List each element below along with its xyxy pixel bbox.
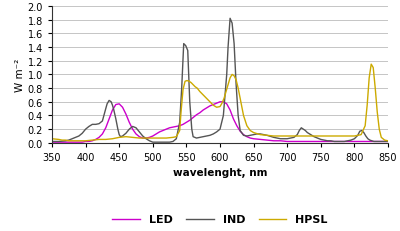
LED <box>164 128 169 131</box>
IND <box>386 140 390 143</box>
IND <box>228 18 232 21</box>
Y-axis label: W m⁻²: W m⁻² <box>15 58 25 92</box>
LED <box>127 121 132 124</box>
IND <box>50 140 54 143</box>
HPSL <box>211 104 216 107</box>
IND <box>303 130 308 132</box>
HPSL <box>367 77 372 80</box>
IND <box>174 138 179 140</box>
LED <box>251 138 256 140</box>
HPSL <box>369 64 374 66</box>
Line: LED: LED <box>52 102 388 143</box>
IND <box>236 115 240 117</box>
Line: HPSL: HPSL <box>52 65 388 141</box>
IND <box>379 140 384 143</box>
Legend: LED, IND, HPSL: LED, IND, HPSL <box>108 210 332 229</box>
Line: IND: IND <box>52 19 388 143</box>
HPSL <box>50 138 54 140</box>
LED <box>50 141 54 144</box>
LED <box>218 101 222 104</box>
HPSL <box>271 135 276 138</box>
LED <box>160 130 165 132</box>
LED <box>208 105 212 108</box>
HPSL <box>386 140 390 143</box>
HPSL <box>251 132 256 134</box>
IND <box>150 141 155 144</box>
HPSL <box>241 115 246 117</box>
HPSL <box>66 140 71 143</box>
HPSL <box>238 97 242 100</box>
X-axis label: wavelenght, nm: wavelenght, nm <box>173 168 267 178</box>
LED <box>120 106 125 109</box>
IND <box>292 136 296 139</box>
LED <box>386 140 390 143</box>
IND <box>322 139 326 142</box>
